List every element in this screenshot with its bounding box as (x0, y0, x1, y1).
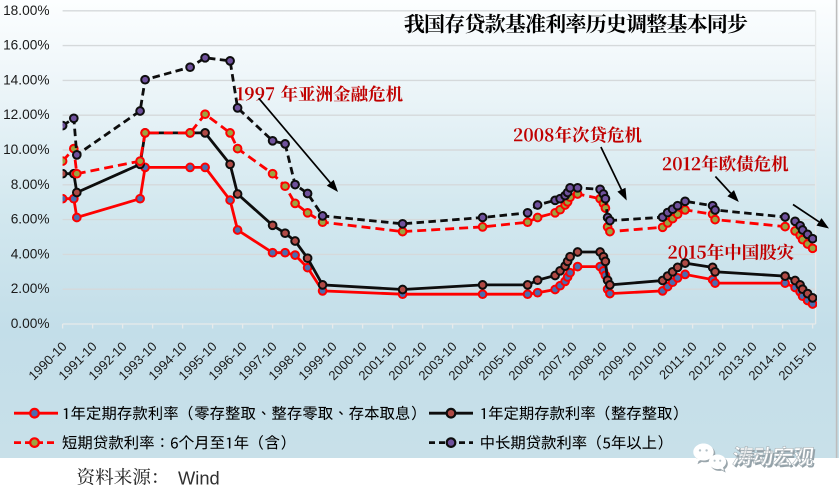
svg-text:8.00%: 8.00% (11, 177, 50, 192)
svg-text:14.00%: 14.00% (3, 72, 49, 87)
svg-text:6.00%: 6.00% (11, 212, 50, 227)
svg-text:18.00%: 18.00% (3, 3, 49, 18)
svg-text:2.00%: 2.00% (11, 281, 50, 296)
svg-text:4.00%: 4.00% (11, 246, 50, 261)
svg-text:Wind: Wind (178, 468, 220, 489)
svg-text:10.00%: 10.00% (3, 142, 49, 157)
svg-text:12.00%: 12.00% (3, 107, 49, 122)
svg-text:16.00%: 16.00% (3, 38, 49, 53)
svg-text:0.00%: 0.00% (11, 316, 50, 331)
